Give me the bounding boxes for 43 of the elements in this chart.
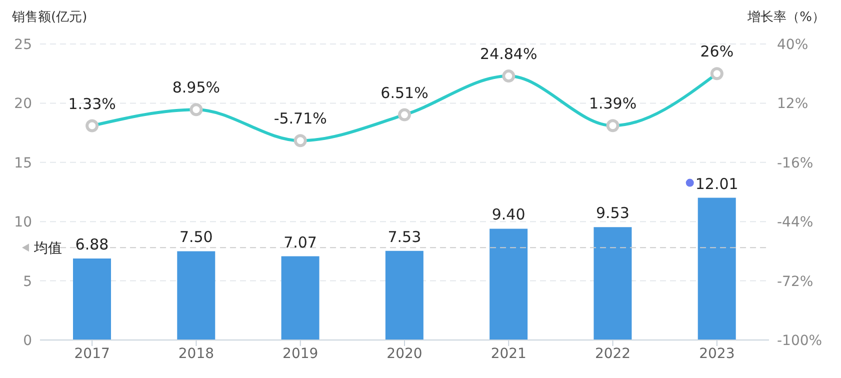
data-label: 7.07 [284, 233, 317, 252]
y-tick-label: 0 [23, 332, 32, 349]
y2-tick-label: -16% [777, 155, 814, 172]
y2-tick-label: -72% [777, 274, 814, 290]
y-tick-label: 5 [23, 274, 32, 290]
x-tick-label: 2018 [178, 346, 214, 362]
bar [73, 258, 111, 340]
data-label: 7.50 [179, 228, 213, 246]
y2-tick-label: -44% [777, 214, 814, 231]
data-label: 24.84% [480, 45, 538, 64]
x-tick-label: 2021 [490, 346, 526, 362]
y-axis-title: 销售额(亿元) [12, 9, 88, 26]
data-label: 6.51% [380, 84, 428, 102]
data-label: 8.95% [172, 78, 220, 97]
data-label: 1.33% [68, 94, 116, 113]
x-tick-label: 2017 [74, 346, 110, 362]
data-label: -5.71% [274, 110, 327, 128]
bar [490, 228, 528, 340]
bar [281, 256, 320, 340]
data-label: 9.53 [596, 204, 630, 222]
bar [177, 251, 216, 340]
y-tick-label: 10 [14, 214, 32, 231]
bar [698, 198, 736, 340]
x-tick-label: 2022 [594, 346, 631, 362]
y-tick-label: 25 [14, 36, 32, 53]
data-label: 1.39% [588, 94, 637, 113]
bar [594, 227, 632, 340]
data-label: 26% [700, 42, 734, 61]
data-label: 9.40 [492, 206, 526, 224]
x-tick-label: 2019 [282, 346, 318, 362]
x-tick-label: 2020 [386, 346, 422, 362]
y-tick-label: 20 [14, 96, 32, 112]
y-tick-label: 15 [14, 155, 32, 172]
bar [385, 250, 424, 340]
data-label: 7.53 [388, 228, 422, 246]
ref-line-label: 均值 [33, 240, 62, 257]
y2-axis-title: 增长率（%） [748, 9, 825, 26]
y2-tick-label: 40% [777, 36, 808, 53]
x-tick-label: 2023 [699, 346, 735, 362]
data-label: 6.88 [75, 236, 109, 254]
y2-tick-label: -100% [777, 332, 822, 349]
data-label: 12.01 [695, 174, 738, 193]
y2-tick-label: 12% [777, 96, 808, 112]
